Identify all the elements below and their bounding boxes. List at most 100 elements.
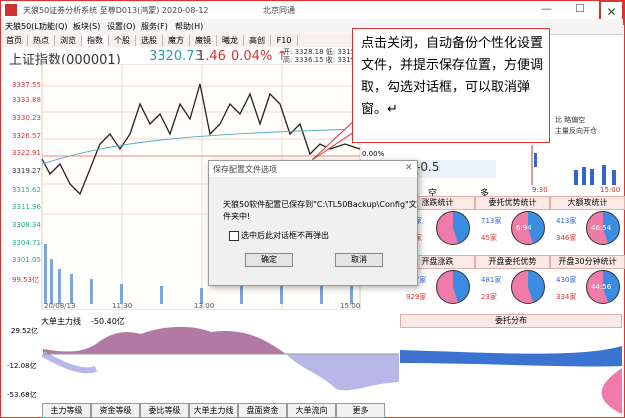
y-tick-label: 3319.27: [12, 167, 41, 175]
tab[interactable]: F10: [271, 35, 298, 46]
main-force-value: -50.40亿: [91, 317, 125, 326]
stat-ratio: 44:56: [591, 283, 612, 291]
y-tick-label: 3322.91: [12, 149, 41, 157]
y-tick-label: 3308.34: [12, 221, 41, 229]
tab[interactable]: 魔镜: [190, 35, 217, 46]
y-tick-label: 3326.57: [12, 132, 41, 140]
menu-item[interactable]: 天狼50(L): [5, 22, 42, 31]
stat-pie: 44:56: [586, 270, 620, 304]
long-label: 多: [480, 189, 490, 199]
main-force-plot: [41, 326, 399, 391]
menu-item[interactable]: 帮助(H): [175, 22, 204, 31]
stock-price: 3320.73: [149, 49, 203, 64]
stat-header: 开盘涨跌: [400, 255, 475, 269]
mini-bars: [531, 145, 616, 185]
dialog-checkbox[interactable]: [229, 231, 239, 241]
tab[interactable]: 魔方: [163, 35, 190, 46]
stock-header: 上证指数(000001) 3320.73 1.46 0.04% ↑ 开: 332…: [1, 47, 366, 68]
x-tick-label: 15:00: [340, 302, 361, 310]
indicator-box: -0.5: [416, 160, 496, 178]
stat-up: 713家: [481, 217, 502, 225]
indicator-value: -0.5: [416, 160, 440, 174]
stock-change: 1.46: [197, 49, 226, 64]
stat-header: 涨跌统计: [400, 196, 475, 210]
dialog-title: 保存配置文件选项: [213, 165, 277, 174]
stat-pie: [511, 270, 545, 304]
average-line: [41, 128, 361, 165]
trend-note-1: 比 略偏空: [555, 116, 586, 124]
server-name: 北京同通: [263, 6, 295, 15]
order-dist-header: 委托分布: [400, 314, 622, 328]
stat-pie: [436, 270, 470, 304]
bottom-tab[interactable]: 委比等级: [140, 403, 189, 418]
stat-down: 23家: [481, 293, 497, 301]
bottom-tab[interactable]: 更多: [336, 403, 385, 418]
maximize-button[interactable]: ☐: [575, 2, 585, 15]
tab[interactable]: 选股: [136, 35, 163, 46]
y-tick-label: 3311.96: [12, 203, 41, 211]
main-force-chart: 大单主力线 -50.40亿 29.52亿 -12.08亿 -53.68亿: [1, 314, 399, 402]
stock-change-pct: 0.04% ↑: [231, 49, 288, 64]
order-dist-plot: [400, 346, 622, 414]
time-end: 15:00: [600, 186, 621, 194]
stat-up: 413家: [556, 217, 577, 225]
bottom-tab[interactable]: 主力等级: [42, 403, 91, 418]
stat-header: 委托优势统计: [475, 196, 550, 210]
bottom-tab[interactable]: 大单流向: [287, 403, 336, 418]
menu-item[interactable]: 设置(O): [107, 22, 136, 31]
y-tick-label: 3315.62: [12, 186, 41, 194]
zero-pct: 0.00%: [362, 150, 385, 158]
menu-item[interactable]: 服务(F): [141, 22, 168, 31]
price-line: [41, 83, 361, 196]
trend-note-2: 主量反向开仓: [555, 127, 597, 135]
x-tick-label: 11:30: [112, 302, 133, 310]
app-icon: [5, 4, 17, 16]
y-tick-label: 3304.71: [12, 239, 41, 247]
short-label: 空: [428, 189, 438, 199]
stat-down: 45家: [481, 234, 497, 242]
x-tick-label: 20/08/13: [44, 302, 76, 310]
menu-item[interactable]: 功能(Q): [39, 22, 68, 31]
tab[interactable]: 个股: [109, 35, 136, 46]
tab[interactable]: 高创: [244, 35, 271, 46]
cancel-button[interactable]: 取消: [335, 253, 383, 267]
stat-header: 开盘30分钟统计: [550, 255, 625, 269]
minimize-button[interactable]: —: [541, 2, 552, 15]
tab[interactable]: 指数: [82, 35, 109, 46]
stat-up: 481家: [481, 276, 502, 284]
main-force-title: 大单主力线: [41, 317, 81, 326]
menu-item[interactable]: 板块(S): [73, 22, 101, 31]
y-tick-label: 99.53亿: [12, 276, 40, 284]
stat-pie: 46:54: [586, 211, 620, 245]
time-start: 9:30: [532, 186, 548, 194]
window-title: 天狼50证券分析系统 至尊D013(鸿蒙) 2020-08-12: [23, 6, 209, 15]
order-distribution: 委托分布: [400, 314, 622, 415]
bottom-tab[interactable]: 资金等级: [91, 403, 140, 418]
ok-button[interactable]: 确定: [245, 253, 293, 267]
stock-open: 开: 3328.18 低: 3315.63: [283, 48, 367, 56]
bottom-tab[interactable]: 盘面资金: [238, 403, 287, 418]
checkbox-label: 选中后此对话框不再弹出: [241, 231, 329, 240]
tab[interactable]: 浏览: [55, 35, 82, 46]
dialog-message-2: 件夹中!: [223, 212, 251, 221]
tab[interactable]: 首页: [1, 35, 28, 46]
dialog-message: 天狼50软件配置已保存到"C:\TL50Backup\Config"文: [223, 200, 417, 209]
stat-ratio: 6:94: [516, 224, 532, 232]
dialog: 保存配置文件选项 ✕ 天狼50软件配置已保存到"C:\TL50Backup\Co…: [208, 160, 418, 286]
stat-ratio: 46:54: [591, 224, 612, 232]
stat-down: 334家: [556, 293, 577, 301]
stat-down: 929家: [406, 293, 427, 301]
tab[interactable]: 热点: [28, 35, 55, 46]
bottom-tab[interactable]: 大单主力线: [189, 403, 238, 418]
dialog-close[interactable]: ✕: [405, 163, 413, 173]
tab[interactable]: 曦龙: [217, 35, 244, 46]
stat-header: 开盘委托优势: [475, 255, 550, 269]
y-tick-label: 3337.55: [12, 81, 41, 89]
y-tick-label: 3301.05: [12, 256, 41, 264]
tab-bar: 首页 热点 浏览 指数 个股 选股 魔方 魔镜 曦龙 高创 F10: [1, 34, 361, 48]
mf-tick-mid: -12.08亿: [7, 362, 37, 370]
callout: 点击关闭，自动备份个性化设置文件，并提示保存位置，方便调取，勾选对话框，可以取消…: [352, 28, 550, 143]
stat-up: 430家: [556, 276, 577, 284]
title-bar: 天狼50证券分析系统 至尊D013(鸿蒙) 2020-08-12 北京同通 — …: [1, 0, 624, 25]
